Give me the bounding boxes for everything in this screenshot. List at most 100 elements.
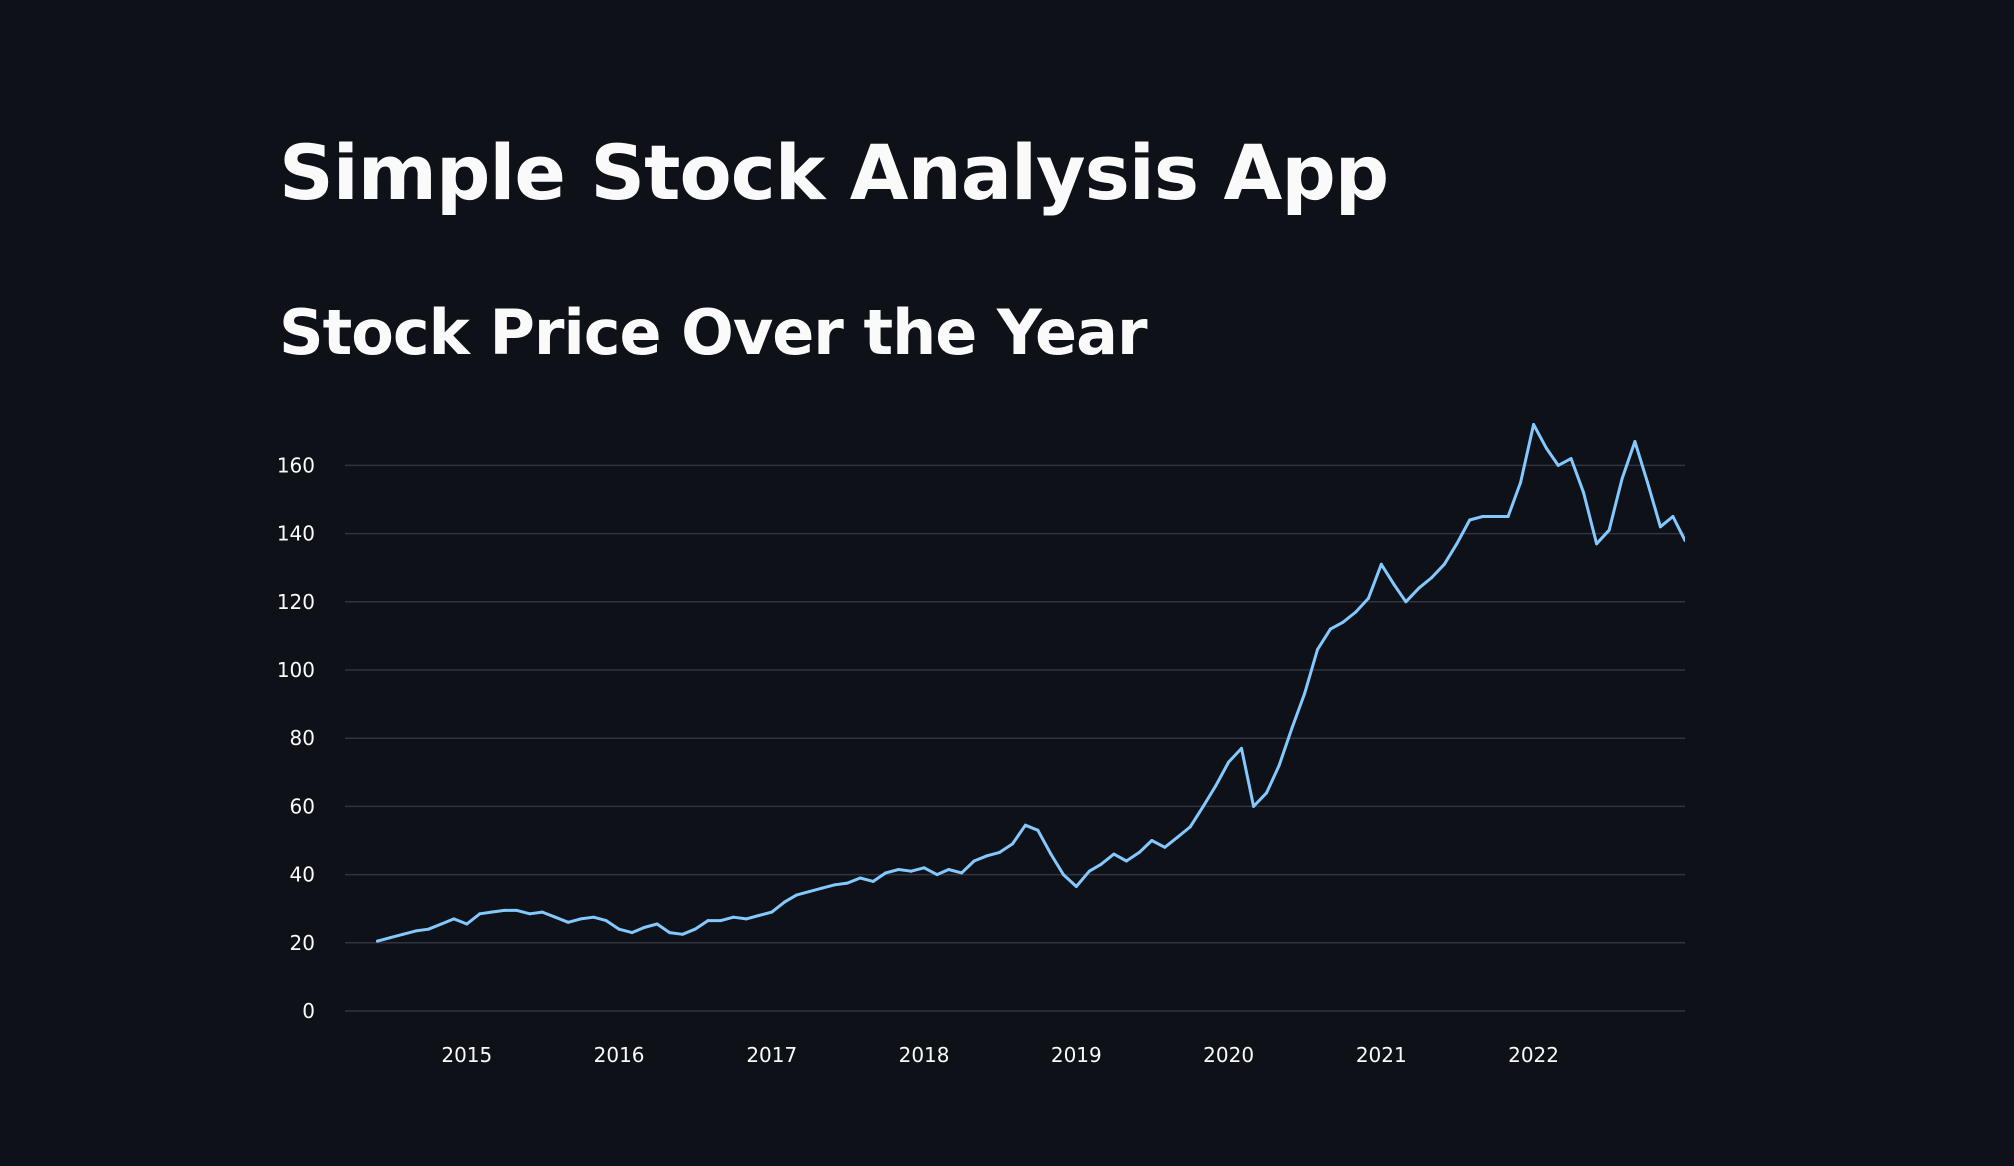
price-point: [1163, 845, 1167, 849]
price-point: [1265, 791, 1269, 795]
price-point: [553, 915, 557, 919]
price-point: [1519, 480, 1523, 484]
price-point: [1658, 525, 1662, 529]
price-point: [604, 919, 608, 923]
price-point: [655, 922, 659, 926]
x-tick-label: 2016: [594, 1043, 645, 1067]
price-point: [1240, 746, 1243, 750]
price-point: [1468, 518, 1472, 522]
y-tick-label: 0: [302, 999, 315, 1023]
price-point: [478, 912, 482, 916]
price-point: [388, 936, 392, 940]
price-point: [1646, 480, 1649, 484]
price-point: [414, 929, 418, 933]
price-point: [1023, 823, 1027, 827]
price-point: [1354, 610, 1358, 614]
price-point: [1087, 869, 1091, 873]
price-point: [922, 866, 926, 870]
price-point: [376, 939, 379, 943]
price-point: [617, 927, 621, 931]
price-point: [1112, 852, 1116, 856]
price-point: [1633, 440, 1637, 443]
price-point: [1556, 463, 1560, 467]
price-point: [1455, 542, 1459, 546]
chart-heading: Stock Price Over the Year: [279, 296, 1148, 369]
price-point: [642, 926, 646, 929]
price-point: [1201, 804, 1205, 808]
price-point: [1049, 852, 1053, 856]
price-point: [1671, 515, 1675, 518]
price-point: [1303, 692, 1306, 696]
price-point: [515, 908, 519, 912]
price-point: [693, 927, 697, 931]
price-point: [1417, 586, 1421, 590]
x-tick-label: 2018: [899, 1043, 950, 1067]
price-point: [972, 859, 976, 863]
price-point: [960, 871, 964, 875]
price-point: [540, 910, 544, 914]
x-tick-label: 2015: [441, 1043, 492, 1067]
price-point: [502, 908, 506, 912]
x-tick-label: 2019: [1051, 1043, 1102, 1067]
price-point: [858, 876, 862, 880]
price-point: [770, 910, 774, 914]
y-tick-label: 60: [290, 794, 315, 818]
price-point: [1595, 542, 1599, 546]
price-point: [985, 854, 989, 858]
x-tick-label: 2021: [1356, 1043, 1407, 1067]
y-tick-label: 160: [277, 453, 315, 477]
y-tick-label: 20: [290, 931, 315, 955]
price-point: [1569, 457, 1573, 461]
price-point: [1124, 859, 1128, 863]
price-point: [1429, 576, 1433, 580]
x-tick-label: 2022: [1508, 1043, 1559, 1067]
price-point: [1607, 528, 1611, 532]
price-point: [845, 881, 849, 885]
price-point: [1506, 515, 1510, 518]
price-line[interactable]: [376, 423, 1686, 943]
price-point: [871, 879, 875, 883]
price-point: [935, 873, 939, 877]
price-point: [439, 922, 443, 926]
price-point: [426, 927, 430, 931]
price-point: [1074, 885, 1078, 888]
x-tick-label: 2020: [1203, 1043, 1254, 1067]
price-point: [401, 932, 405, 936]
price-point: [681, 932, 684, 936]
price-point: [1150, 839, 1154, 842]
price-point: [719, 919, 723, 923]
price-point: [1366, 596, 1370, 600]
price-point: [897, 868, 901, 871]
price-point: [1214, 784, 1218, 788]
price-point: [1582, 491, 1586, 495]
y-tick-label: 100: [277, 658, 315, 682]
price-point: [1532, 423, 1536, 426]
price-point: [1442, 562, 1446, 566]
price-point: [833, 883, 837, 887]
price-point: [1683, 538, 1685, 542]
price-point: [1188, 825, 1192, 829]
price-point: [1545, 446, 1548, 450]
price-point: [1493, 515, 1497, 518]
y-tick-label: 40: [290, 863, 315, 887]
price-point: [1404, 600, 1408, 604]
price-point: [1011, 842, 1014, 846]
price-point: [884, 871, 888, 875]
price-point: [452, 917, 456, 921]
price-point: [1036, 828, 1040, 832]
price-point: [1099, 862, 1103, 866]
price-point: [592, 915, 596, 919]
x-tick-label: 2017: [746, 1043, 797, 1067]
price-point: [1277, 764, 1281, 767]
price-point: [807, 890, 811, 894]
price-point: [630, 931, 634, 935]
price-point: [1252, 804, 1256, 808]
price-point: [566, 920, 570, 924]
y-tick-label: 120: [277, 590, 315, 614]
price-point: [1379, 562, 1383, 566]
y-tick-label: 80: [290, 726, 315, 750]
price-point: [1227, 760, 1231, 764]
price-point: [1061, 873, 1065, 877]
price-point: [757, 914, 761, 917]
